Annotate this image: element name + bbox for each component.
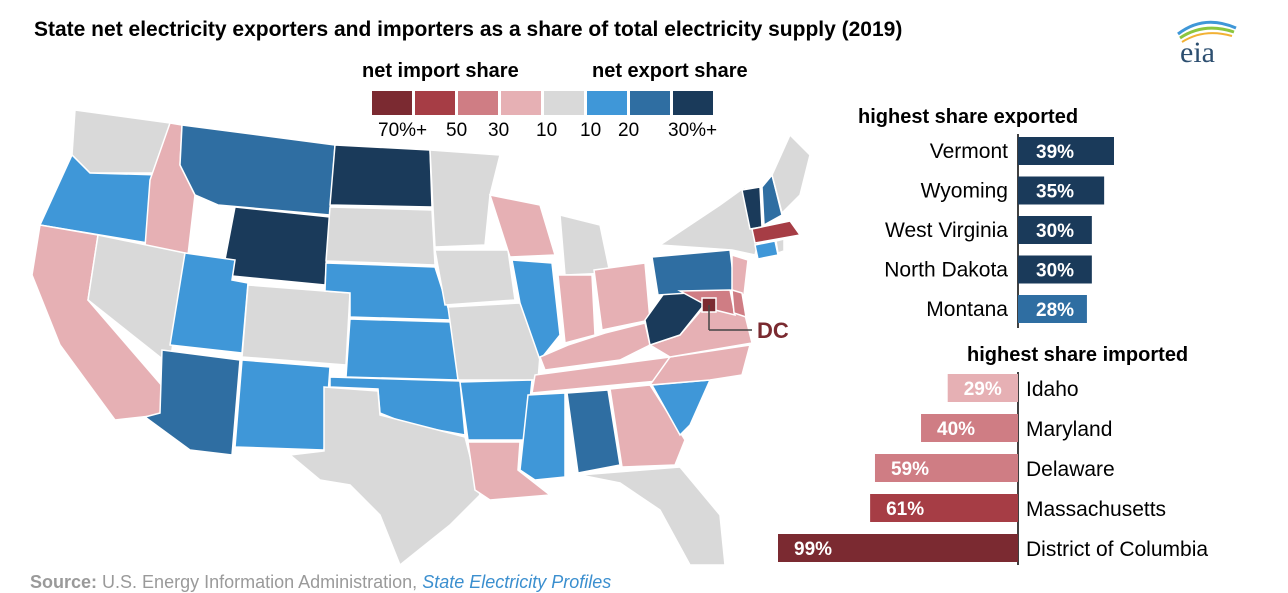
legend-tick: 30%+ — [668, 120, 718, 141]
export-bar-value: 30% — [1036, 261, 1074, 282]
export-bar — [1018, 295, 1087, 323]
import-category-label: Delaware — [1026, 458, 1115, 481]
state-delaware — [731, 288, 747, 319]
state-connecticut — [754, 240, 779, 260]
legend-swatch — [415, 91, 455, 115]
state-alabama — [566, 389, 621, 474]
state-iowa — [434, 249, 516, 306]
import-bar-value: 59% — [891, 459, 929, 480]
export-category-label: Montana — [926, 298, 1008, 321]
legend-swatch — [630, 91, 670, 115]
export-category-label: Vermont — [930, 140, 1008, 163]
export-bar-value: 35% — [1036, 182, 1074, 203]
export-bar — [1018, 137, 1114, 165]
eia-logo: eia — [1177, 20, 1237, 68]
legend-ticks: 70%+ 50 30 10 10 20 30%+ — [0, 120, 800, 144]
import-bar-value: 29% — [964, 379, 1002, 400]
legend-tick: 30 — [488, 120, 510, 141]
us-map — [31, 109, 810, 565]
source-text: U.S. Energy Information Administration, — [102, 572, 418, 592]
state-illinois — [511, 259, 561, 362]
state-maine — [771, 133, 810, 215]
legend-swatch — [501, 91, 541, 115]
import-bar — [778, 534, 1018, 562]
export-bar — [1018, 216, 1092, 244]
legend-swatch — [372, 91, 412, 115]
import-bar-value: 99% — [794, 539, 832, 560]
import-category-label: Massachusetts — [1026, 498, 1166, 521]
import-bar — [921, 414, 1018, 442]
legend-swatch — [673, 91, 713, 115]
legend-import-label: net import share — [362, 60, 519, 82]
export-bar-value: 28% — [1036, 300, 1074, 321]
export-category-label: North Dakota — [884, 259, 1008, 282]
state-indiana — [557, 274, 596, 344]
chart-title: State net electricity exporters and impo… — [34, 18, 903, 41]
export-category-label: Wyoming — [921, 180, 1008, 203]
export-category-label: West Virginia — [885, 219, 1008, 242]
state-colorado — [241, 284, 351, 366]
export-bar — [1018, 255, 1092, 284]
state-nebraska — [324, 262, 454, 321]
state-florida — [579, 466, 726, 565]
state-new-hampshire — [761, 173, 783, 227]
state-louisiana — [467, 441, 552, 501]
legend-swatches — [372, 91, 713, 115]
dc-label: DC — [757, 318, 789, 343]
import-bar-value: 61% — [886, 499, 924, 520]
legend-swatch — [458, 91, 498, 115]
export-panel-title: highest share exported — [858, 106, 1079, 128]
state-texas — [288, 386, 481, 565]
import-panel-title: highest share imported — [967, 344, 1189, 366]
state-new-jersey — [731, 253, 749, 297]
import-bar — [947, 374, 1018, 402]
legend-export-label: net export share — [592, 60, 748, 82]
state-south-dakota — [325, 206, 436, 266]
import-category-label: District of Columbia — [1026, 538, 1208, 561]
state-massachusetts — [751, 220, 802, 244]
import-bar — [874, 454, 1018, 482]
import-category-label: Maryland — [1026, 418, 1112, 441]
legend-swatch — [544, 91, 584, 115]
export-bar — [1018, 176, 1105, 205]
legend-tick: 20 — [618, 120, 640, 141]
state-washington — [71, 109, 171, 174]
legend-tick: 10 — [580, 120, 602, 141]
state-missouri — [447, 302, 541, 381]
state-georgia — [609, 384, 686, 468]
legend-swatch — [587, 91, 627, 115]
logo-text: eia — [1180, 36, 1215, 68]
import-category-label: Idaho — [1026, 378, 1079, 401]
legend-tick: 70%+ — [378, 120, 428, 141]
export-bar-value: 39% — [1036, 142, 1074, 163]
source-label: Source: — [30, 572, 98, 592]
import-bar-value: 40% — [937, 419, 975, 440]
export-bar-value: 30% — [1036, 221, 1074, 242]
legend-tick: 50 — [446, 120, 468, 141]
state-arizona — [143, 349, 241, 456]
state-minnesota — [429, 149, 501, 248]
source-note: Source: U.S. Energy Information Administ… — [30, 572, 611, 593]
state-mississippi — [519, 392, 566, 481]
legend-tick: 10 — [536, 120, 558, 141]
state-wisconsin — [488, 194, 556, 258]
state-utah — [169, 252, 249, 354]
import-bar — [870, 494, 1018, 522]
source-link[interactable]: State Electricity Profiles — [422, 572, 612, 592]
state-rhode-island — [775, 238, 785, 254]
state-north-dakota — [329, 144, 433, 208]
state-north-carolina — [648, 344, 752, 386]
